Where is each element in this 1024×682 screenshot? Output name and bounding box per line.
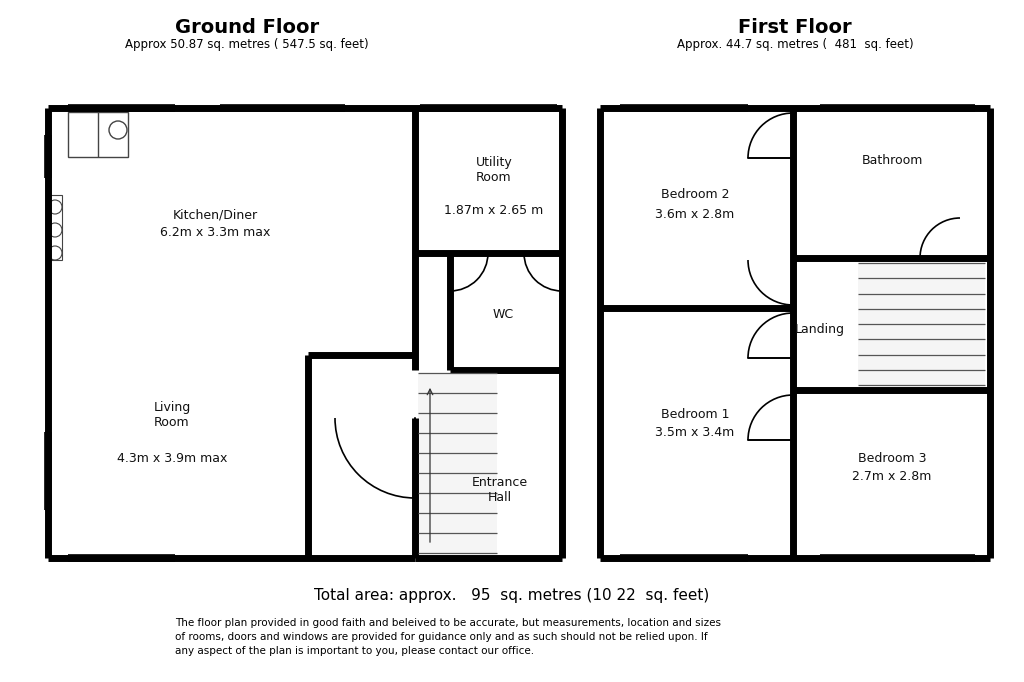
Text: The floor plan provided in good faith and beleived to be accurate, but measureme: The floor plan provided in good faith an… xyxy=(175,618,721,656)
Bar xyxy=(620,105,748,111)
Text: 6.2m x 3.3m max: 6.2m x 3.3m max xyxy=(160,226,270,239)
Text: Entrance
Hall: Entrance Hall xyxy=(472,476,528,504)
Bar xyxy=(68,112,128,157)
Bar xyxy=(48,195,62,260)
Text: WC: WC xyxy=(493,308,514,321)
Bar xyxy=(820,105,975,111)
Text: Approx. 44.7 sq. metres (  481  sq. feet): Approx. 44.7 sq. metres ( 481 sq. feet) xyxy=(677,38,913,51)
Bar xyxy=(790,113,798,158)
Text: 3.5m x 3.4m: 3.5m x 3.4m xyxy=(655,426,734,439)
Text: 2.7m x 2.8m: 2.7m x 2.8m xyxy=(852,469,932,482)
Text: Bedroom 1: Bedroom 1 xyxy=(660,409,729,421)
Text: Utility
Room: Utility Room xyxy=(475,156,512,184)
Bar xyxy=(220,105,345,111)
Text: Kitchen/Diner: Kitchen/Diner xyxy=(172,209,258,222)
Bar xyxy=(858,263,985,385)
Text: Total area: approx.   95  sq. metres (10 22  sq. feet): Total area: approx. 95 sq. metres (10 22… xyxy=(314,588,710,603)
Bar xyxy=(68,555,175,561)
Bar xyxy=(790,395,798,440)
Text: 1.87m x 2.65 m: 1.87m x 2.65 m xyxy=(444,203,544,216)
Bar xyxy=(45,135,51,178)
Bar xyxy=(418,373,497,553)
Text: First Floor: First Floor xyxy=(738,18,852,37)
Bar xyxy=(420,105,557,111)
Text: Approx 50.87 sq. metres ( 547.5 sq. feet): Approx 50.87 sq. metres ( 547.5 sq. feet… xyxy=(125,38,369,51)
Text: 4.3m x 3.9m max: 4.3m x 3.9m max xyxy=(117,451,227,464)
Text: Ground Floor: Ground Floor xyxy=(175,18,319,37)
Text: Bathroom: Bathroom xyxy=(861,153,923,166)
Bar xyxy=(68,105,175,111)
Bar xyxy=(45,432,51,510)
Bar xyxy=(790,313,798,358)
Text: Bedroom 2: Bedroom 2 xyxy=(660,188,729,201)
Bar xyxy=(820,555,975,561)
Text: Bedroom 3: Bedroom 3 xyxy=(858,451,927,464)
Text: Living
Room: Living Room xyxy=(154,401,190,429)
Text: Landing: Landing xyxy=(795,323,845,336)
Bar xyxy=(620,555,748,561)
Bar xyxy=(790,260,798,308)
Text: 3.6m x 2.8m: 3.6m x 2.8m xyxy=(655,209,734,222)
